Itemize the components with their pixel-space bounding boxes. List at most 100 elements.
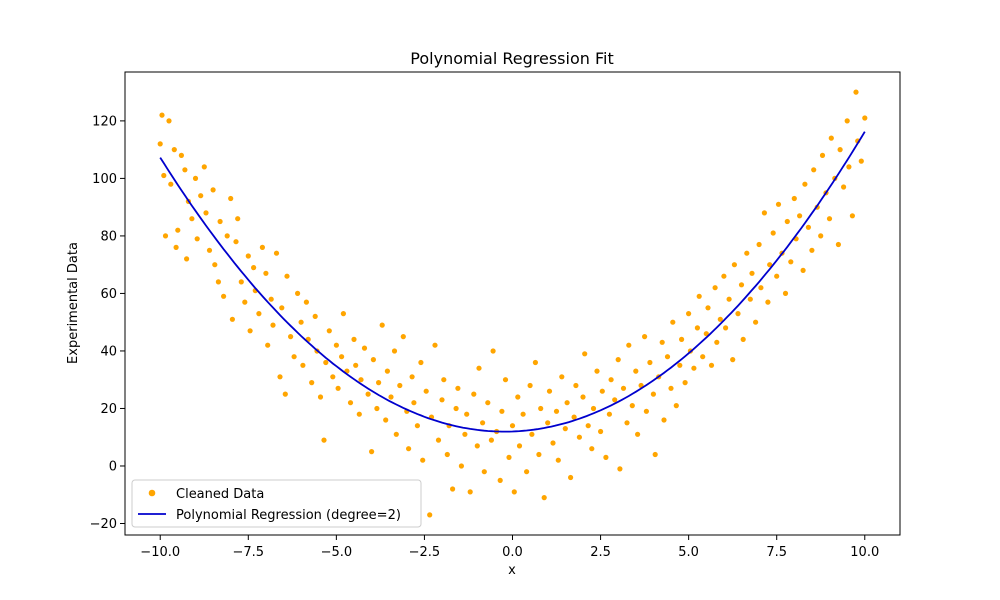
- data-point: [435, 437, 442, 443]
- data-point: [441, 377, 447, 383]
- data-point: [270, 322, 276, 328]
- data-point: [811, 167, 817, 173]
- data-point: [340, 311, 346, 317]
- data-point: [541, 495, 547, 501]
- data-point: [455, 385, 461, 391]
- data-point: [335, 385, 341, 391]
- data-point: [432, 342, 438, 348]
- data-point: [529, 431, 535, 437]
- data-point: [809, 247, 815, 253]
- data-point: [576, 434, 583, 440]
- data-point: [221, 293, 227, 299]
- data-point: [756, 241, 762, 248]
- data-point: [444, 451, 450, 458]
- data-point: [774, 273, 780, 279]
- data-point: [411, 400, 417, 406]
- data-point: [858, 158, 864, 164]
- data-point: [700, 354, 706, 360]
- data-point: [509, 423, 516, 429]
- data-point: [439, 397, 445, 403]
- data-point: [161, 172, 167, 179]
- data-point: [467, 489, 473, 495]
- data-point: [714, 339, 720, 345]
- data-point: [677, 362, 683, 368]
- data-point: [192, 175, 199, 181]
- data-point: [726, 296, 732, 302]
- data-point: [251, 265, 257, 271]
- data-point: [497, 477, 503, 483]
- data-point: [175, 227, 181, 233]
- data-point: [635, 431, 641, 437]
- data-point: [670, 319, 676, 325]
- data-point: [633, 368, 639, 374]
- legend-box: [131, 479, 422, 528]
- x-axis-label: x: [508, 563, 516, 578]
- data-point: [612, 397, 618, 403]
- data-point: [499, 408, 505, 414]
- data-point: [703, 331, 709, 337]
- x-tick-label: −2.5: [409, 545, 441, 560]
- data-point: [159, 112, 165, 118]
- data-point: [740, 336, 746, 342]
- data-point: [351, 336, 357, 342]
- data-point: [224, 233, 230, 239]
- data-point: [288, 334, 294, 340]
- data-point: [642, 334, 648, 340]
- data-point: [846, 164, 852, 170]
- data-point: [333, 342, 339, 348]
- data-point: [562, 426, 568, 432]
- y-tick-label: 20: [100, 402, 117, 417]
- data-point: [624, 420, 630, 426]
- data-point: [516, 443, 523, 449]
- x-tick-label: −7.5: [233, 545, 265, 560]
- data-point: [295, 290, 301, 296]
- data-point: [532, 359, 539, 366]
- data-point: [356, 411, 362, 417]
- data-point: [391, 348, 398, 354]
- data-point: [841, 184, 847, 190]
- data-point: [206, 247, 213, 253]
- data-point: [559, 374, 565, 380]
- data-point: [538, 405, 544, 412]
- data-point: [673, 403, 679, 409]
- data-point: [555, 457, 561, 463]
- data-point: [797, 213, 803, 219]
- data-point: [647, 359, 653, 366]
- data-point: [376, 380, 382, 386]
- data-point: [650, 391, 657, 397]
- data-point: [506, 454, 512, 460]
- y-tick-label: −20: [90, 517, 117, 532]
- data-point: [835, 241, 842, 248]
- data-point: [388, 394, 394, 400]
- data-point: [400, 334, 406, 340]
- data-point: [805, 224, 812, 230]
- data-point: [643, 408, 650, 414]
- data-point: [365, 391, 371, 397]
- data-point: [765, 299, 771, 305]
- data-point: [157, 141, 163, 147]
- data-point: [480, 420, 486, 426]
- data-point: [268, 296, 274, 302]
- data-point: [598, 428, 604, 435]
- data-point: [568, 474, 574, 481]
- data-point: [520, 411, 526, 417]
- data-point: [450, 486, 456, 492]
- data-point: [370, 357, 376, 363]
- data-point: [233, 239, 239, 245]
- x-tick-label: 10.0: [850, 545, 879, 560]
- data-point: [770, 230, 776, 236]
- data-point: [201, 164, 207, 170]
- data-point: [409, 374, 415, 380]
- x-tick-label: 0.0: [502, 545, 523, 560]
- data-point: [800, 267, 806, 273]
- data-point: [708, 362, 715, 368]
- data-point: [263, 270, 269, 276]
- data-point: [259, 244, 265, 250]
- y-tick-label: 0: [109, 459, 117, 474]
- data-point: [317, 394, 324, 400]
- data-point: [284, 273, 290, 279]
- data-point: [277, 374, 283, 380]
- data-point: [397, 382, 403, 389]
- x-axis-ticks: −10.0 −7.5 −5.0 −2.5 0.0 2.5 5.0 7.5 10.0: [140, 535, 879, 560]
